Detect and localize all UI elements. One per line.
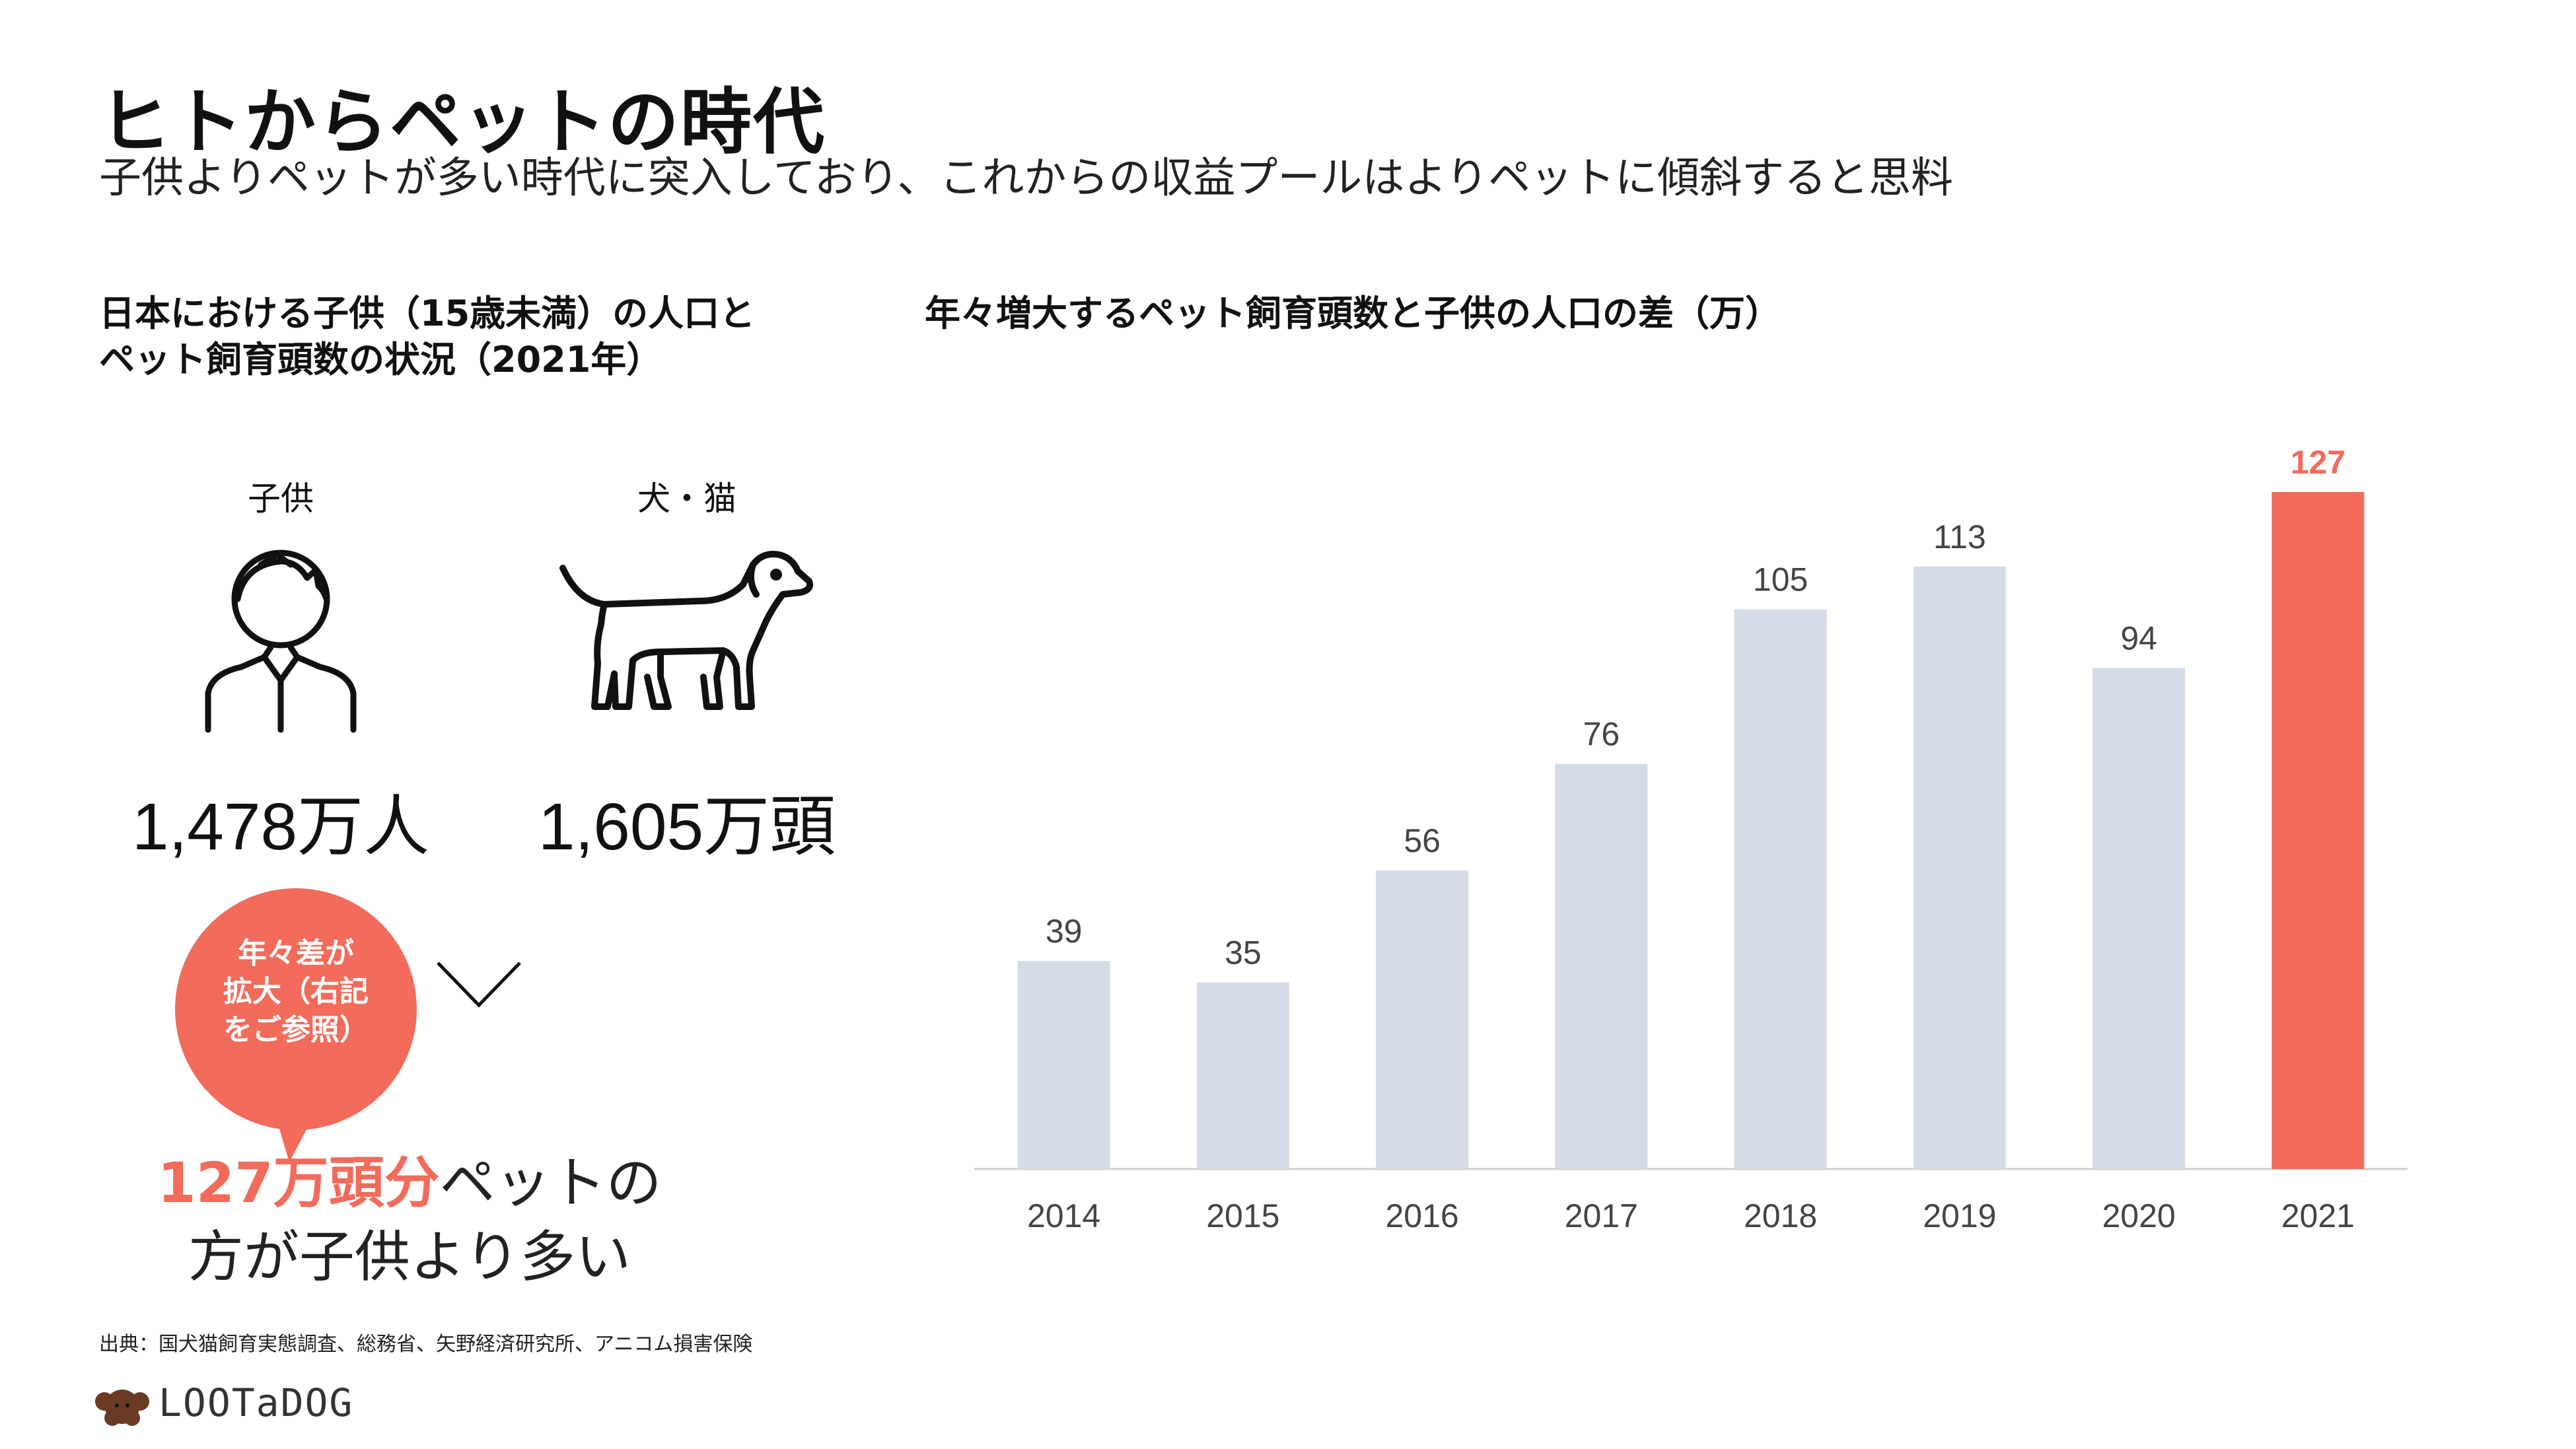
bubble-line1: 年々差が bbox=[238, 937, 354, 970]
data-label-2014: 39 bbox=[1046, 913, 1083, 950]
dog-icon bbox=[559, 551, 814, 710]
x-tick-label-2016: 2016 bbox=[1386, 1197, 1459, 1234]
x-tick-label-2021: 2021 bbox=[2281, 1197, 2355, 1234]
child-icon bbox=[205, 549, 357, 733]
x-tick-label-2015: 2015 bbox=[1206, 1197, 1279, 1234]
x-tick-label-2019: 2019 bbox=[1923, 1197, 1996, 1234]
chevron-down-icon bbox=[437, 962, 521, 1008]
children-count: 1,478万人 bbox=[131, 790, 430, 864]
bubble-line3: をご参照） bbox=[223, 1013, 369, 1047]
pets-label: 犬・猫 bbox=[637, 479, 736, 518]
chart-title: 年々増大するペット飼育頭数と子供の人口の差（万） bbox=[925, 293, 1781, 334]
data-label-2016: 56 bbox=[1404, 822, 1441, 859]
x-tick-label-2014: 2014 bbox=[1027, 1197, 1100, 1234]
page-title: ヒトからペットの時代 bbox=[99, 81, 826, 164]
bar-2016 bbox=[1376, 870, 1469, 1169]
data-label-2021: 127 bbox=[2291, 444, 2345, 481]
x-tick-label-2017: 2017 bbox=[1565, 1197, 1638, 1234]
data-label-2019: 113 bbox=[1933, 518, 1986, 555]
logo-text: LOOTaDOG bbox=[159, 1380, 354, 1425]
data-label-2015: 35 bbox=[1225, 935, 1262, 972]
children-label: 子供 bbox=[248, 479, 314, 518]
page-subtitle: 子供よりペットが多い時代に突入しており、これからの収益プールはよりペットに傾斜す… bbox=[99, 154, 1954, 203]
bar-2018 bbox=[1734, 609, 1827, 1169]
speech-bubble bbox=[175, 888, 417, 1162]
dog-logo-icon bbox=[95, 1390, 149, 1426]
bar-2015 bbox=[1196, 982, 1289, 1169]
conclusion-line2: 方が子供より多い bbox=[188, 1224, 631, 1289]
bar-2021 bbox=[2272, 491, 2365, 1169]
x-tick-label-2020: 2020 bbox=[2102, 1197, 2176, 1234]
bar-2017 bbox=[1555, 763, 1648, 1169]
bar-2019 bbox=[1913, 566, 2006, 1169]
bubble-text: 年々差が 拡大（右記 をご参照） bbox=[173, 935, 419, 1049]
data-label-2018: 105 bbox=[1753, 561, 1808, 598]
bubble-line2: 拡大（右記 bbox=[223, 975, 369, 1008]
source-note: 出典：国犬猫飼育実態調査、総務省、矢野経済研究所、アニコム損害保険 bbox=[99, 1333, 753, 1356]
bar-2014 bbox=[1017, 961, 1110, 1169]
data-label-2017: 76 bbox=[1583, 716, 1620, 753]
pets-count: 1,605万頭 bbox=[538, 790, 836, 864]
conclusion-highlight: 127万頭分 bbox=[157, 1150, 440, 1215]
bar-2020 bbox=[2093, 668, 2186, 1169]
conclusion-text: 127万頭分ペットの 方が子供より多い bbox=[92, 1146, 727, 1294]
x-tick-label-2018: 2018 bbox=[1744, 1197, 1817, 1234]
conclusion-rest: ペットの bbox=[439, 1150, 662, 1215]
left-title-line1: 日本における子供（15歳未満）の人口と bbox=[99, 293, 756, 334]
left-section-title: 日本における子供（15歳未満）の人口と ペット飼育頭数の状況（2021年） bbox=[99, 291, 755, 383]
bar-chart: 39 2014 35 2015 56 2016 76 2017 105 2018 113 2019 94… bbox=[974, 444, 2408, 1234]
data-label-2020: 94 bbox=[2120, 619, 2157, 656]
left-title-line2: ペット飼育頭数の状況（2021年） bbox=[99, 339, 662, 380]
